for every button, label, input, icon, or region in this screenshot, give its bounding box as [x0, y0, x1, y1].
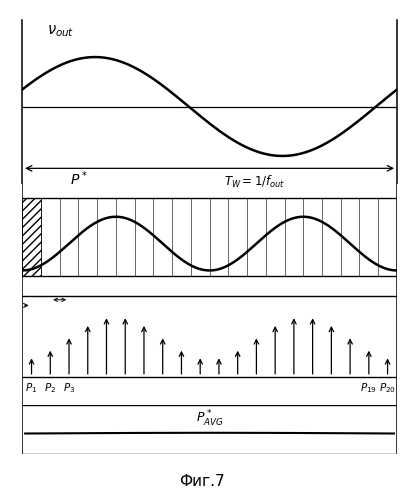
Text: $\nu_{out}$: $\nu_{out}$ [47, 23, 75, 39]
Text: $P_2$: $P_2$ [44, 382, 56, 395]
Text: $T_W=1/f_{out}$: $T_W=1/f_{out}$ [224, 174, 285, 190]
Text: $P_{20}$: $P_{20}$ [379, 382, 396, 395]
Text: $P^*$: $P^*$ [70, 170, 87, 189]
Text: $P_1$: $P_1$ [25, 382, 37, 395]
Text: $P_3$: $P_3$ [63, 382, 75, 395]
Text: $P_{19}$: $P_{19}$ [360, 382, 377, 395]
Text: $P^*_{AVG}$: $P^*_{AVG}$ [195, 409, 224, 429]
Text: Фиг.7: Фиг.7 [179, 474, 224, 489]
